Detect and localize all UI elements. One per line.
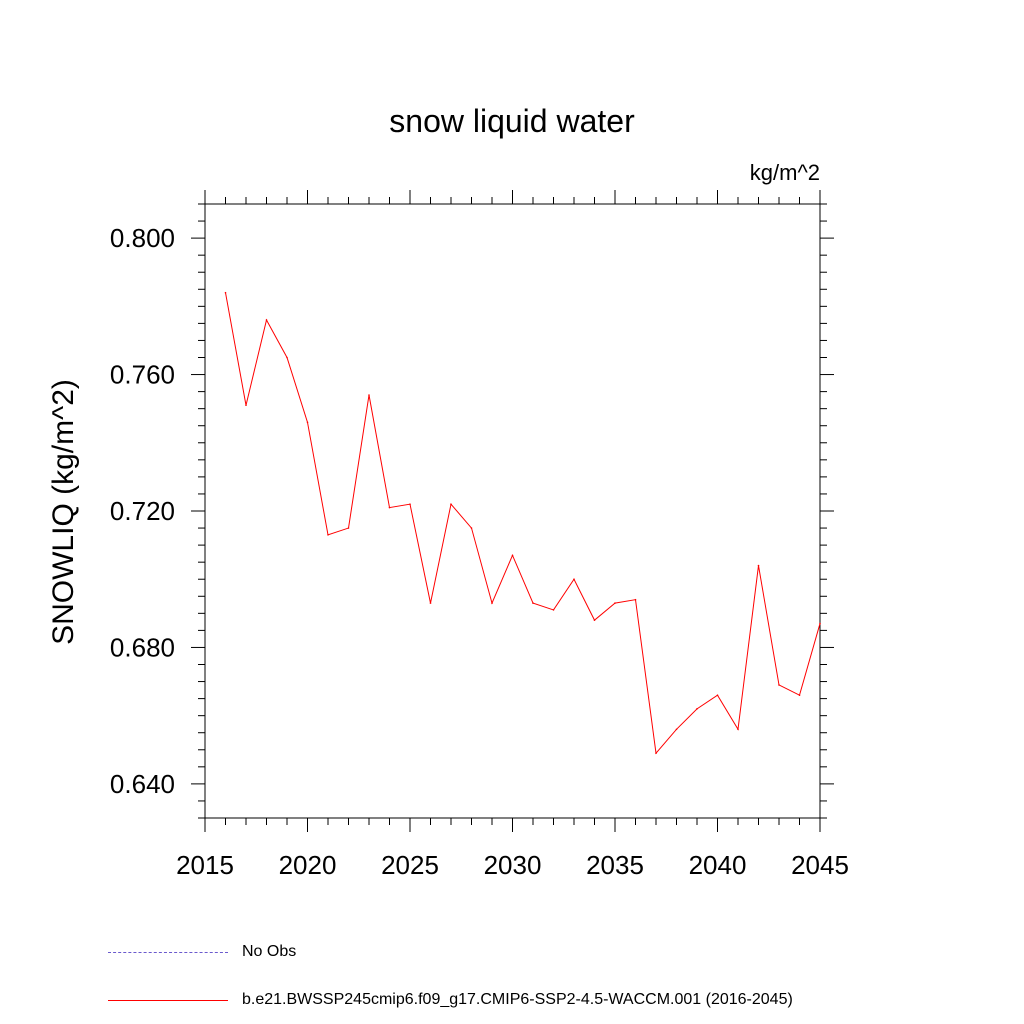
data-point — [388, 506, 391, 509]
x-tick-label: 2040 — [689, 850, 747, 880]
data-point — [450, 503, 452, 505]
plot-frame — [204, 203, 821, 819]
data-point — [327, 534, 329, 536]
data-point — [265, 319, 268, 321]
data-point — [593, 619, 596, 621]
x-tick-label: 2015 — [176, 850, 234, 880]
data-point — [409, 503, 411, 505]
units-label: kg/m^2 — [750, 160, 820, 185]
y-tick-label: 0.760 — [110, 360, 175, 390]
y-tick-label: 0.720 — [110, 496, 175, 526]
data-point — [286, 356, 288, 359]
y-tick-label: 0.640 — [110, 769, 175, 799]
series-line — [225, 292, 821, 755]
x-tick-label: 2035 — [586, 850, 644, 880]
data-point — [778, 684, 780, 686]
x-tick-label: 2020 — [279, 850, 337, 880]
data-point — [347, 527, 350, 529]
data-point — [614, 602, 616, 604]
data-point — [306, 421, 309, 424]
axes: 2015 2020 2025 2030 2035 2040 2045 0.640 0.680 0.… — [110, 190, 849, 880]
data-point — [696, 708, 698, 710]
data-point — [470, 527, 473, 529]
y-axis-label: SNOWLIQ (kg/m^2) — [47, 379, 80, 645]
data-point — [245, 404, 247, 407]
data-point — [634, 598, 637, 601]
data-point — [224, 291, 227, 294]
x-tick-label: 2045 — [791, 850, 849, 880]
data-point — [491, 602, 493, 604]
x-tick-label: 2025 — [381, 850, 439, 880]
data-point — [798, 694, 801, 696]
data-point — [655, 752, 657, 754]
data-point — [552, 609, 555, 611]
y-tick-label: 0.680 — [110, 632, 175, 662]
data-point — [532, 602, 534, 604]
data-point — [573, 578, 575, 581]
x-tick-label: 2030 — [484, 850, 542, 880]
data-point — [757, 564, 760, 567]
data-point — [675, 728, 678, 731]
data-point — [429, 602, 432, 604]
data-point — [511, 554, 514, 557]
data-point — [819, 622, 821, 625]
data-point — [737, 728, 739, 731]
data-point — [368, 394, 370, 396]
chart-title: snow liquid water — [389, 103, 635, 139]
data-point — [716, 694, 719, 696]
series-group — [224, 291, 821, 755]
y-tick-label: 0.800 — [110, 223, 175, 253]
